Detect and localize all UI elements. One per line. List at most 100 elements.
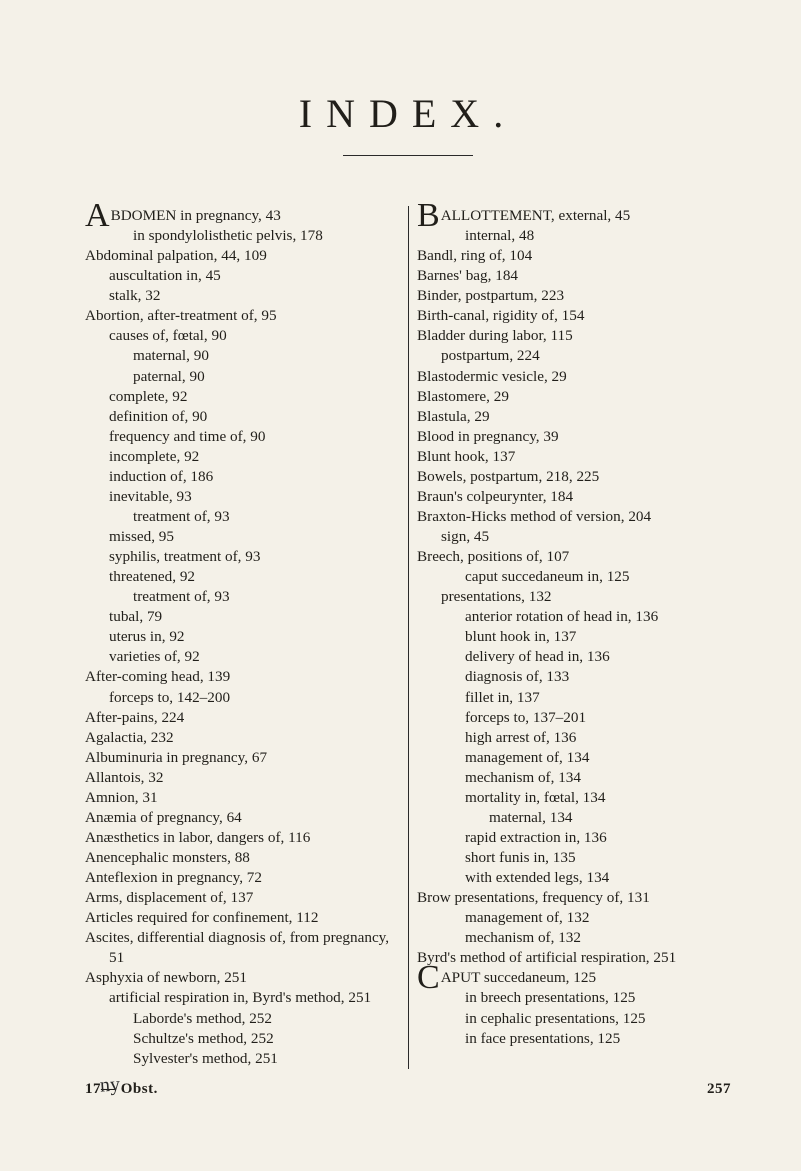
index-entry: diagnosis of, 133 [417, 667, 731, 687]
index-entry: ABDOMEN in pregnancy, 43 [85, 206, 399, 226]
index-entry: maternal, 134 [417, 808, 731, 828]
index-entry-text: After-coming head, 139 [85, 668, 230, 685]
index-entry-text: rapid extraction in, 136 [465, 829, 607, 846]
index-entry: fillet in, 137 [417, 688, 731, 708]
index-entry-text: Braxton-Hicks method of version, 204 [417, 508, 651, 525]
index-entry-text: Byrd's method of artificial respiration,… [417, 949, 676, 966]
index-entry-text: Bowels, postpartum, 218, 225 [417, 468, 599, 485]
index-entry: Birth-canal, rigidity of, 154 [417, 306, 731, 326]
index-entry-text: fillet in, 137 [465, 689, 540, 706]
footer-left: 17— Obst. [85, 1081, 158, 1098]
index-entry: treatment of, 93 [85, 507, 399, 527]
index-entry: delivery of head in, 136 [417, 647, 731, 667]
index-entry: Laborde's method, 252 [85, 1009, 399, 1029]
index-entry: caput succedaneum in, 125 [417, 567, 731, 587]
index-entry: missed, 95 [85, 527, 399, 547]
index-entry-text: caput succedaneum in, 125 [465, 568, 629, 585]
index-entry: in spondylolisthetic pelvis, 178 [85, 226, 399, 246]
index-entry: Brow presentations, frequency of, 131 [417, 888, 731, 908]
index-entry-text: induction of, 186 [109, 468, 213, 485]
index-entry-text: complete, 92 [109, 388, 187, 405]
index-entry-text: definition of, 90 [109, 408, 207, 425]
index-entry-text: Amnion, 31 [85, 789, 158, 806]
index-entry-text: Anencephalic monsters, 88 [85, 849, 250, 866]
index-entry: syphilis, treatment of, 93 [85, 547, 399, 567]
index-entry: Blood in pregnancy, 39 [417, 427, 731, 447]
index-entry: mortality in, fœtal, 134 [417, 788, 731, 808]
index-entry-text: maternal, 90 [133, 347, 209, 364]
index-entry: Blastomere, 29 [417, 387, 731, 407]
index-entry: Amnion, 31 [85, 788, 399, 808]
index-entry-text: Breech, positions of, 107 [417, 548, 569, 565]
index-entry-text: diagnosis of, 133 [465, 668, 569, 685]
index-entry-text: Anæsthetics in labor, dangers of, 116 [85, 829, 310, 846]
index-entry-text: artificial respiration in, Byrd's method… [109, 989, 371, 1006]
index-entry: varieties of, 92 [85, 647, 399, 667]
index-entry-text: in face presentations, 125 [465, 1030, 620, 1047]
index-entry: Agalactia, 232 [85, 728, 399, 748]
index-entry-text: auscultation in, 45 [109, 267, 221, 284]
index-entry-text: management of, 132 [465, 909, 589, 926]
index-entry-text: Braun's colpeurynter, 184 [417, 488, 573, 505]
footer-right: 257 [707, 1081, 731, 1098]
index-entry-text: maternal, 134 [489, 809, 573, 826]
index-entry: Sylvester's method, 251 [85, 1049, 399, 1069]
index-entry: incomplete, 92 [85, 447, 399, 467]
index-entry-text: in spondylolisthetic pelvis, 178 [133, 227, 323, 244]
index-entry-text: ALLOTTEMENT, external, 45 [441, 207, 631, 224]
title-rule [343, 155, 473, 156]
index-entry-text: BDOMEN in pregnancy, 43 [111, 207, 281, 224]
index-entry-text: delivery of head in, 136 [465, 648, 610, 665]
index-entry-text: forceps to, 137–201 [465, 709, 586, 726]
index-entry: Allantois, 32 [85, 768, 399, 788]
index-entry: Anencephalic monsters, 88 [85, 848, 399, 868]
index-entry-text: uterus in, 92 [109, 628, 185, 645]
index-entry: mechanism of, 132 [417, 928, 731, 948]
index-entry-text: stalk, 32 [109, 287, 160, 304]
index-entry: Arms, displacement of, 137 [85, 888, 399, 908]
index-entry-text: in breech presentations, 125 [465, 989, 635, 1006]
index-entry: paternal, 90 [85, 367, 399, 387]
index-entry: Binder, postpartum, 223 [417, 286, 731, 306]
index-entry-text: high arrest of, 136 [465, 729, 576, 746]
index-entry-text: sign, 45 [441, 528, 489, 545]
index-entry-text: Blastodermic vesicle, 29 [417, 368, 567, 385]
index-entry: After-coming head, 139 [85, 667, 399, 687]
index-entry: complete, 92 [85, 387, 399, 407]
index-entry-text: blunt hook in, 137 [465, 628, 576, 645]
index-entry-text: anterior rotation of head in, 136 [465, 608, 658, 625]
index-entry-text: postpartum, 224 [441, 347, 540, 364]
index-entry-text: with extended legs, 134 [465, 869, 609, 886]
index-entry-text: in cephalic presentations, 125 [465, 1010, 646, 1027]
index-entry-text: mechanism of, 132 [465, 929, 581, 946]
index-entry: uterus in, 92 [85, 627, 399, 647]
dropcap: A [85, 197, 111, 234]
index-entry: management of, 132 [417, 908, 731, 928]
index-entry: CAPUT succedaneum, 125 [417, 968, 731, 988]
index-columns: ABDOMEN in pregnancy, 43in spondylolisth… [85, 206, 731, 1069]
index-entry-text: treatment of, 93 [133, 588, 230, 605]
index-entry: with extended legs, 134 [417, 868, 731, 888]
index-entry: presentations, 132 [417, 587, 731, 607]
page-footer: 17— Obst. 257 [85, 1081, 731, 1098]
index-entry: Breech, positions of, 107 [417, 547, 731, 567]
index-entry: postpartum, 224 [417, 346, 731, 366]
index-entry: Blunt hook, 137 [417, 447, 731, 467]
index-entry: Bandl, ring of, 104 [417, 246, 731, 266]
index-entry-text: Albuminuria in pregnancy, 67 [85, 749, 267, 766]
index-entry-text: causes of, fœtal, 90 [109, 327, 227, 344]
index-entry-text: syphilis, treatment of, 93 [109, 548, 260, 565]
index-entry-text: Schultze's method, 252 [133, 1030, 274, 1047]
index-entry-text: APUT succedaneum, 125 [441, 969, 596, 986]
index-entry: induction of, 186 [85, 467, 399, 487]
index-entry: rapid extraction in, 136 [417, 828, 731, 848]
index-entry-text: Binder, postpartum, 223 [417, 287, 564, 304]
margin-signature: ny [99, 1073, 121, 1097]
index-entry: BALLOTTEMENT, external, 45 [417, 206, 731, 226]
index-entry: causes of, fœtal, 90 [85, 326, 399, 346]
index-entry: blunt hook in, 137 [417, 627, 731, 647]
index-entry: Albuminuria in pregnancy, 67 [85, 748, 399, 768]
index-entry-text: mortality in, fœtal, 134 [465, 789, 605, 806]
index-entry: sign, 45 [417, 527, 731, 547]
index-entry-text: Allantois, 32 [85, 769, 163, 786]
